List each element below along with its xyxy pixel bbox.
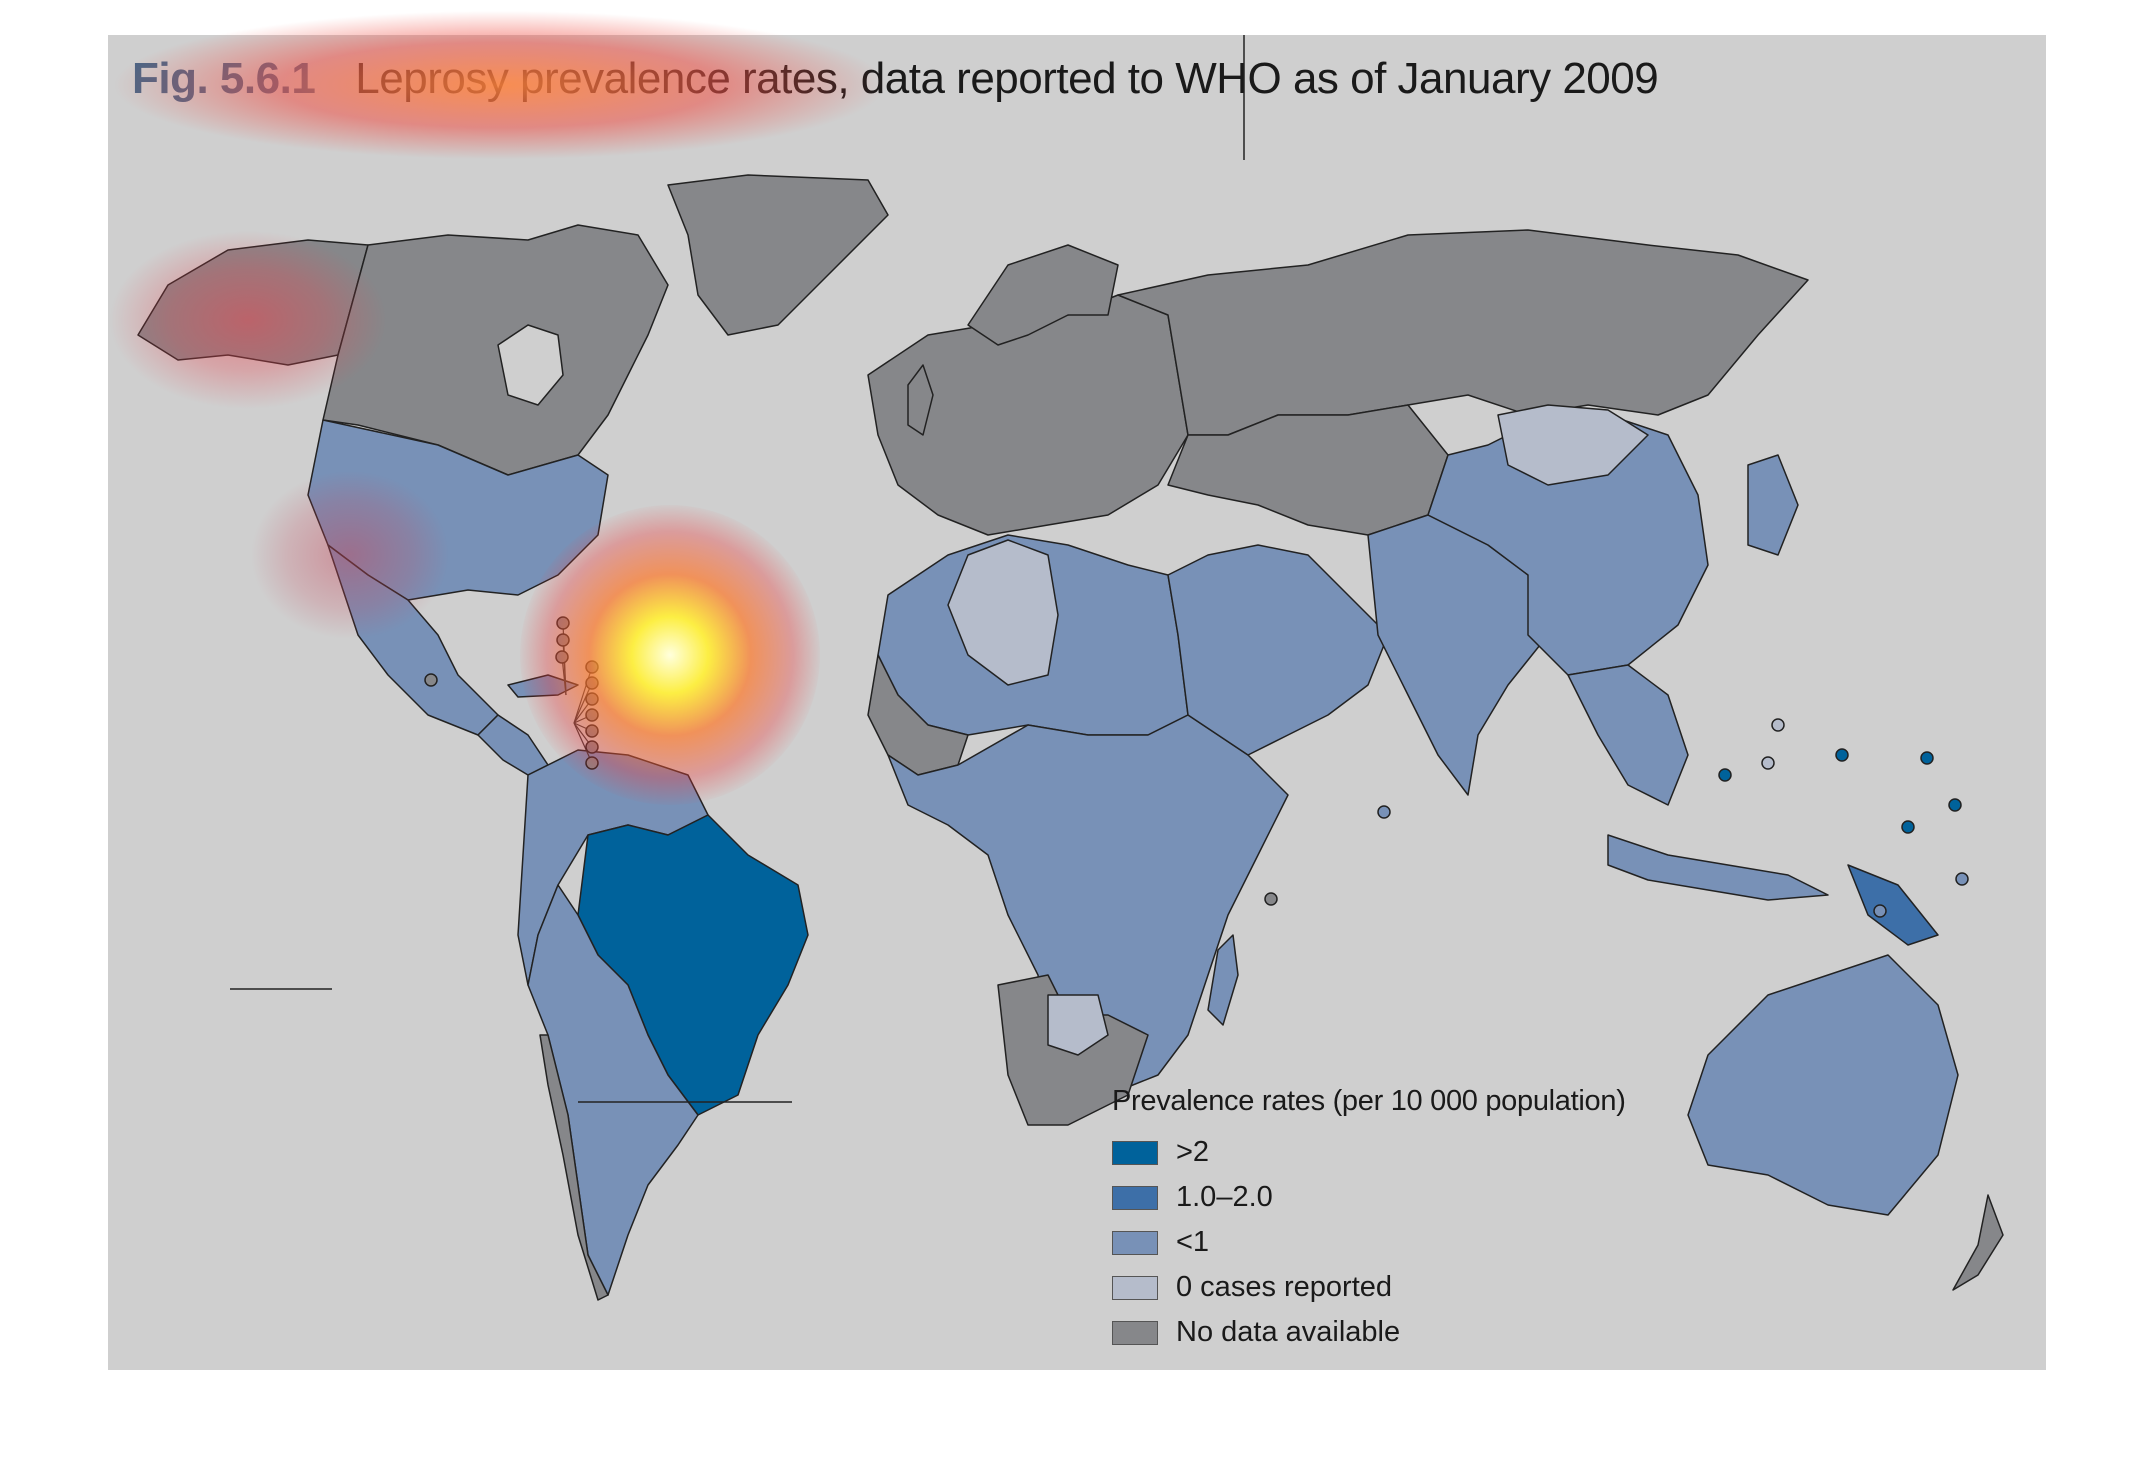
caribbean-marker	[585, 756, 599, 770]
region-russia	[1117, 229, 1809, 436]
region-central-america	[477, 714, 549, 776]
region-uk	[907, 364, 934, 436]
world-map	[137, 35, 2004, 1301]
island-marker	[1955, 872, 1969, 886]
legend-swatch	[1112, 1140, 1158, 1165]
legend-item: <1	[1112, 1220, 1626, 1265]
legend-swatch	[1112, 1275, 1158, 1300]
legend-label: <1	[1176, 1226, 1210, 1258]
island-marker	[1771, 718, 1785, 732]
caribbean-marker	[555, 650, 569, 664]
legend-item: 1.0–2.0	[1112, 1175, 1626, 1220]
island-marker	[1761, 756, 1775, 770]
island-marker	[1835, 748, 1849, 762]
caribbean-marker	[585, 660, 599, 674]
caribbean-marker	[585, 740, 599, 754]
legend-swatch	[1112, 1320, 1158, 1345]
map-legend: Prevalence rates (per 10 000 population)…	[1112, 1085, 1626, 1355]
region-canada	[322, 224, 669, 476]
legend-label: 1.0–2.0	[1176, 1181, 1273, 1213]
region-japan	[1747, 454, 1799, 556]
region-scandinavia	[967, 244, 1119, 346]
island-marker	[1948, 798, 1962, 812]
region-middle-east	[1167, 544, 1389, 756]
region-botswana	[1047, 994, 1109, 1056]
caribbean-marker	[585, 676, 599, 690]
legend-label: No data available	[1176, 1316, 1401, 1348]
island-marker	[1377, 805, 1391, 819]
legend-item: No data available	[1112, 1310, 1626, 1355]
island-marker	[424, 673, 438, 687]
caribbean-marker	[556, 633, 570, 647]
legend-swatch	[1112, 1185, 1158, 1210]
legend-label: 0 cases reported	[1176, 1271, 1393, 1303]
island-marker	[1920, 751, 1934, 765]
region-mongolia	[1497, 404, 1649, 486]
region-australia	[1687, 954, 1959, 1216]
legend-item: >2	[1112, 1130, 1626, 1175]
region-papua-new-guinea	[1847, 864, 1939, 946]
legend-title: Prevalence rates (per 10 000 population)	[1112, 1085, 1626, 1117]
island-marker	[1873, 904, 1887, 918]
region-caribbean	[507, 674, 579, 698]
region-alaska	[137, 239, 369, 366]
region-hudson-bay	[497, 324, 564, 406]
caribbean-marker	[585, 692, 599, 706]
region-new-zealand	[1952, 1194, 2004, 1291]
legend-item: 0 cases reported	[1112, 1265, 1626, 1310]
region-central-africa	[887, 714, 1289, 1096]
legend-swatch	[1112, 1230, 1158, 1255]
region-algeria	[947, 539, 1059, 686]
caribbean-marker	[585, 708, 599, 722]
region-southeast-asia	[1567, 664, 1689, 806]
island-marker	[1901, 820, 1915, 834]
region-indonesia	[1607, 834, 1829, 901]
region-chile	[539, 1034, 609, 1301]
map-panel: Fig. 5.6.1 Leprosy prevalence rates, data…	[108, 35, 2046, 1370]
island-marker	[1264, 892, 1278, 906]
region-madagascar	[1207, 934, 1239, 1026]
island-marker	[1718, 768, 1732, 782]
region-greenland	[667, 174, 889, 336]
caribbean-marker	[556, 616, 570, 630]
legend-label: >2	[1176, 1136, 1210, 1168]
caribbean-marker	[585, 724, 599, 738]
